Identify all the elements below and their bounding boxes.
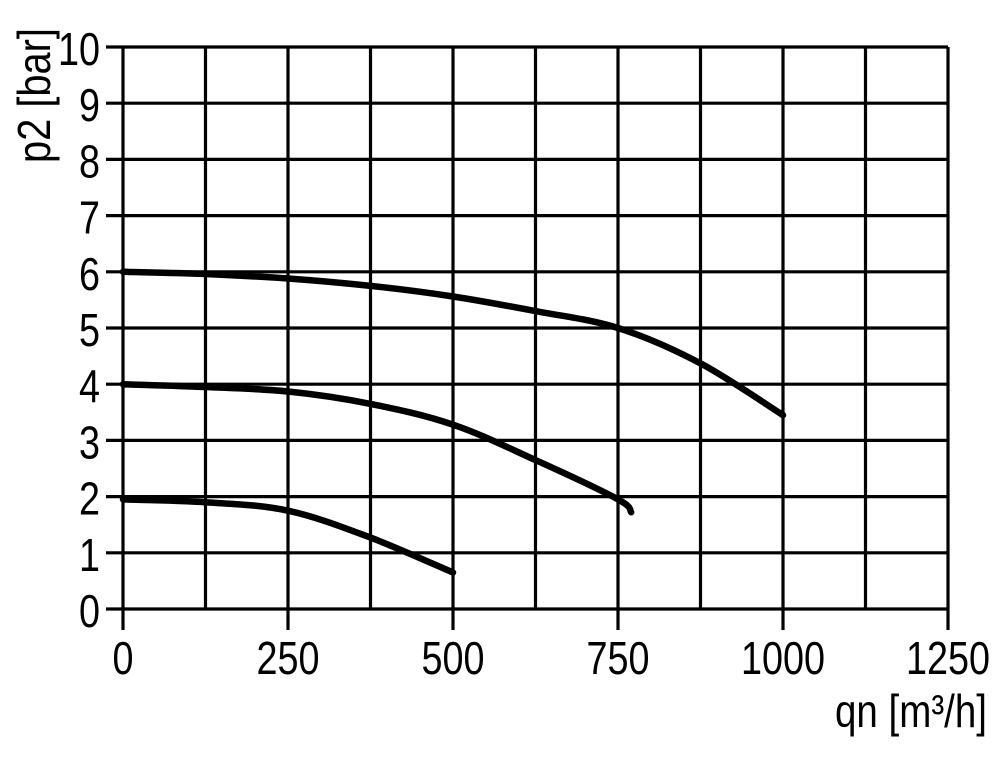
x-tick-label: 750 [587, 632, 650, 684]
x-tick-label: 1000 [741, 632, 825, 684]
pressure-curve [119, 380, 635, 516]
pressure-curve [119, 268, 787, 419]
y-tick-label: 8 [79, 135, 100, 187]
y-tick-label: 7 [79, 192, 100, 244]
y-tick-label: 0 [79, 585, 100, 637]
y-axis-title: p2 [bar] [8, 28, 60, 163]
pressure-curve [119, 496, 457, 576]
x-tick-label: 500 [422, 632, 485, 684]
y-tick-label: 5 [79, 304, 100, 356]
y-tick-label: 4 [79, 360, 100, 412]
x-tick-label: 0 [113, 632, 134, 684]
y-tick-label: 10 [58, 23, 100, 75]
x-tick-label: 250 [257, 632, 320, 684]
x-axis-title: qn [m³/h] [835, 685, 987, 737]
x-tick-label: 1250 [906, 632, 990, 684]
y-tick-label: 6 [79, 248, 100, 300]
y-tick-label: 9 [79, 79, 100, 131]
y-tick-label: 2 [79, 473, 100, 525]
curves-layer [119, 268, 787, 576]
y-tick-label: 3 [79, 416, 100, 468]
grid-layer [106, 45, 950, 630]
y-tick-label: 1 [79, 529, 100, 581]
